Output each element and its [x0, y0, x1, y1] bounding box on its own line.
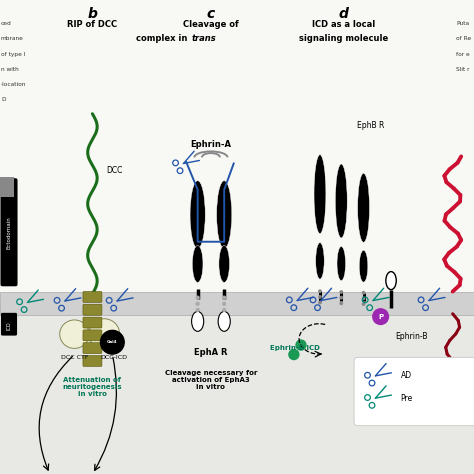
Circle shape	[339, 290, 343, 294]
FancyBboxPatch shape	[1, 313, 17, 336]
Text: Puta: Puta	[456, 21, 469, 27]
Circle shape	[195, 308, 200, 312]
Text: P: P	[378, 314, 383, 319]
Text: DCC CTF: DCC CTF	[61, 355, 88, 360]
Circle shape	[222, 308, 227, 312]
Ellipse shape	[191, 311, 204, 331]
Bar	[0, 292, 474, 315]
Text: Ephrin-A: Ephrin-A	[191, 140, 231, 149]
Ellipse shape	[89, 319, 119, 350]
Text: RIP of DCC: RIP of DCC	[67, 20, 118, 29]
Ellipse shape	[217, 181, 232, 248]
FancyBboxPatch shape	[83, 330, 102, 341]
Text: DCC: DCC	[107, 166, 123, 175]
Text: Cleavage necessary for
activation of EphA3
in vitro: Cleavage necessary for activation of Eph…	[165, 370, 257, 390]
FancyBboxPatch shape	[83, 356, 102, 366]
Circle shape	[318, 295, 322, 299]
Ellipse shape	[190, 181, 205, 248]
FancyBboxPatch shape	[354, 357, 474, 426]
Circle shape	[195, 296, 200, 300]
Text: DCC-ICD: DCC-ICD	[100, 355, 127, 360]
FancyBboxPatch shape	[83, 292, 102, 302]
Circle shape	[295, 339, 307, 351]
Ellipse shape	[337, 246, 346, 281]
Ellipse shape	[314, 155, 326, 234]
Ellipse shape	[192, 246, 203, 283]
Text: c: c	[207, 7, 215, 21]
Text: Gal4: Gal4	[107, 340, 118, 344]
Circle shape	[362, 297, 365, 301]
Circle shape	[195, 302, 200, 306]
Text: D: D	[1, 97, 5, 102]
Text: of Re: of Re	[456, 36, 471, 42]
Text: Ectodomain: Ectodomain	[7, 216, 11, 249]
Circle shape	[288, 349, 300, 360]
Text: AD: AD	[401, 372, 411, 380]
Text: for e: for e	[456, 52, 470, 57]
Text: Ephrin-B ICD: Ephrin-B ICD	[270, 346, 320, 351]
Circle shape	[222, 296, 227, 300]
Text: complex in: complex in	[137, 34, 191, 43]
Text: ICD as a local: ICD as a local	[312, 20, 375, 29]
Text: signaling molecule: signaling molecule	[299, 34, 388, 43]
Text: d: d	[339, 7, 348, 21]
Text: n with: n with	[1, 67, 18, 72]
Text: Attenuation of
neuritogenesis
in vitro: Attenuation of neuritogenesis in vitro	[63, 377, 122, 397]
Circle shape	[372, 308, 389, 325]
Circle shape	[100, 330, 124, 354]
Text: ced: ced	[1, 21, 12, 27]
Circle shape	[339, 301, 343, 305]
Ellipse shape	[219, 246, 229, 283]
Text: Pre: Pre	[401, 394, 413, 402]
FancyBboxPatch shape	[0, 178, 18, 286]
Bar	[0, 303, 474, 474]
Ellipse shape	[316, 243, 324, 279]
Text: trans: trans	[192, 34, 217, 43]
Bar	[0, 0, 474, 303]
FancyBboxPatch shape	[83, 304, 102, 315]
Circle shape	[362, 291, 365, 295]
Text: b: b	[88, 7, 97, 21]
Text: Slit r: Slit r	[456, 67, 469, 72]
FancyBboxPatch shape	[83, 343, 102, 354]
FancyBboxPatch shape	[0, 177, 14, 197]
Text: -location: -location	[1, 82, 27, 87]
Circle shape	[362, 302, 365, 306]
Text: EphA R: EphA R	[194, 348, 228, 357]
Text: Ephrin-B: Ephrin-B	[395, 332, 428, 341]
Circle shape	[318, 289, 322, 293]
Ellipse shape	[357, 173, 370, 242]
Circle shape	[339, 296, 343, 300]
Text: EphB R: EphB R	[357, 121, 385, 130]
Text: of type I: of type I	[1, 52, 26, 57]
Text: ICD: ICD	[7, 322, 11, 330]
Ellipse shape	[386, 272, 396, 290]
Text: mbrane: mbrane	[1, 36, 24, 42]
Circle shape	[318, 301, 322, 304]
Text: Cleavage of: Cleavage of	[183, 20, 239, 29]
Ellipse shape	[60, 320, 89, 348]
Ellipse shape	[218, 311, 230, 331]
Circle shape	[222, 302, 227, 306]
FancyBboxPatch shape	[83, 317, 102, 328]
Ellipse shape	[359, 250, 368, 282]
Ellipse shape	[335, 164, 347, 238]
